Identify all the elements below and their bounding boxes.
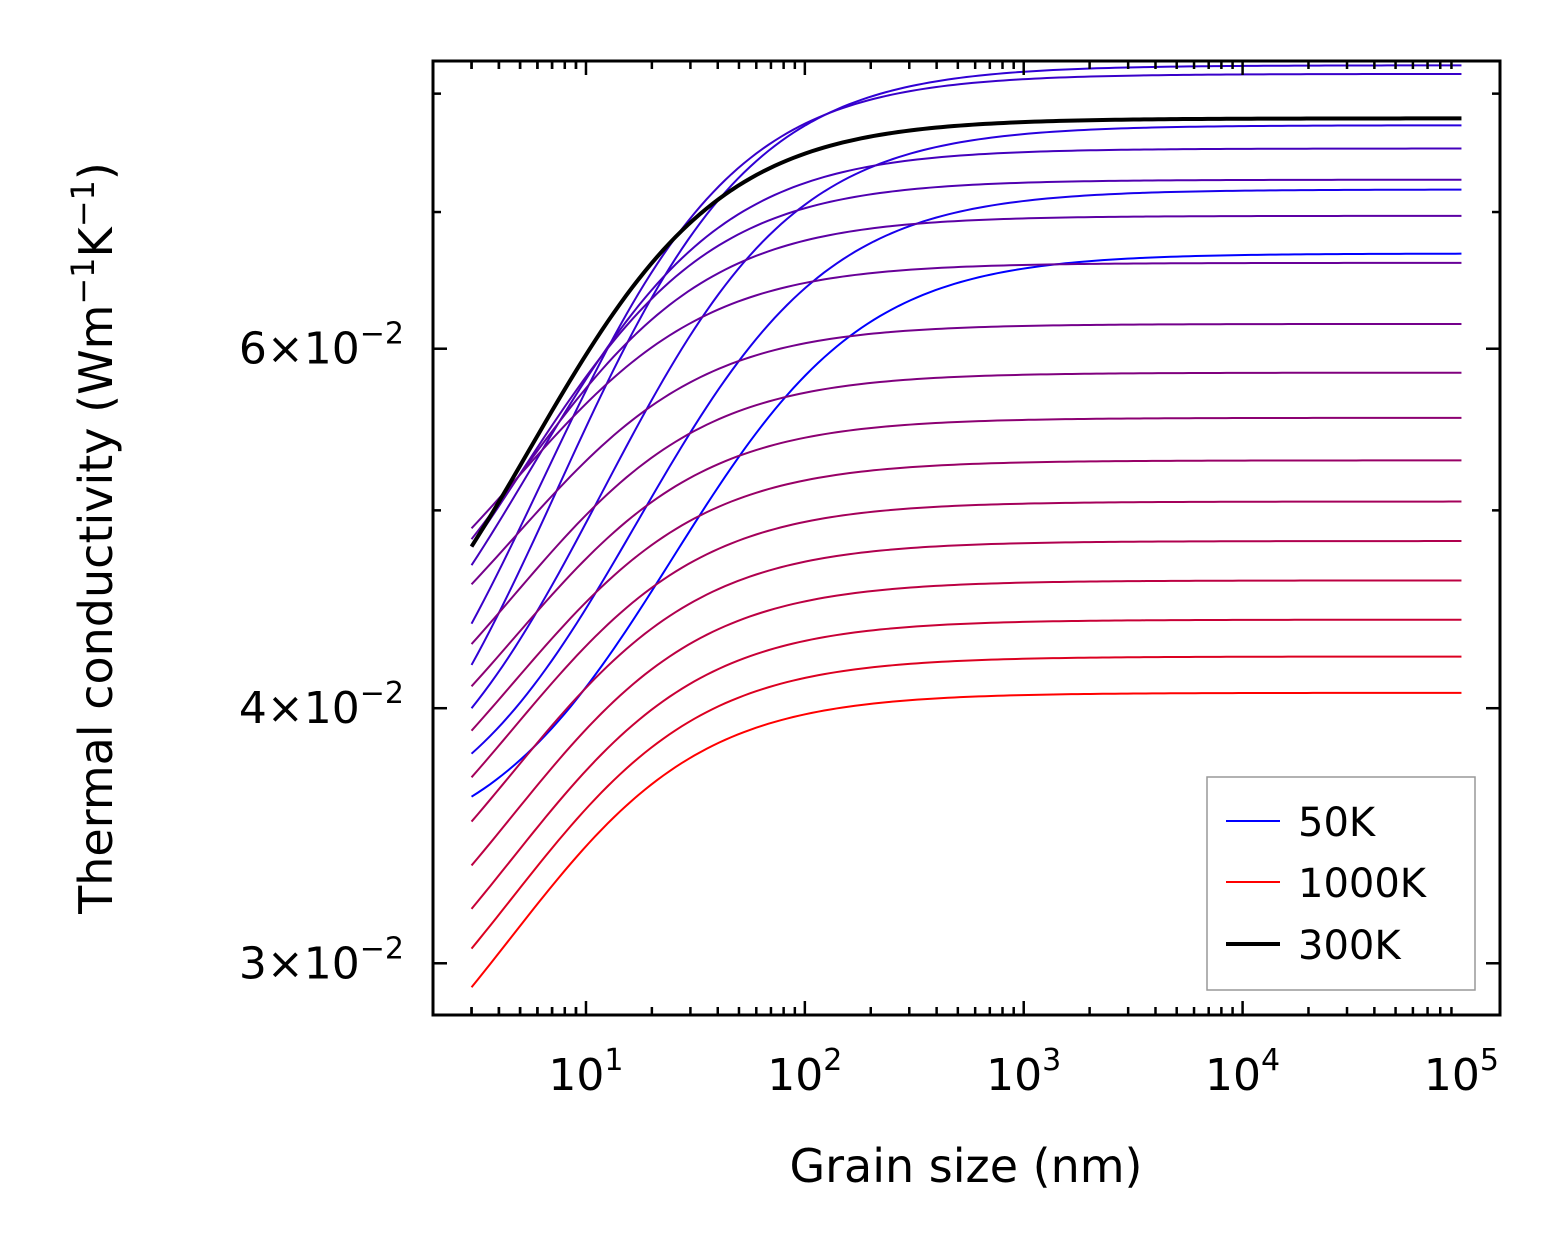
series-line-600k [470,371,1462,645]
series-line-400k [470,178,1462,548]
series-line-550k [470,322,1462,585]
series-line-300k [469,116,1462,548]
series-line-350k [470,147,1462,566]
series-line-200k [470,64,1462,666]
series-line-100k [470,188,1462,755]
series-line-1000k [470,691,1462,988]
y-tick-label-0.04: 4×10−2 [239,676,404,734]
x-tick-label-10000: 104 [1205,1043,1280,1101]
legend-box [1206,776,1476,991]
y-axis-label: Thermal conductivity (Wm−1K−1) [64,162,123,915]
y-tick-label-0.06: 6×10−2 [239,317,404,375]
series-line-50k [471,252,1462,798]
y-tick-labels: 3×10−2 4×10−2 6×10−2 [239,317,404,990]
x-tick-label-1000: 103 [986,1043,1061,1101]
series-line-650k [470,416,1462,687]
series-line-750k [470,500,1462,778]
x-tick-label-100000: 105 [1424,1043,1499,1101]
legend: 50K 1000K 300K [1206,776,1476,991]
x-tick-label-10: 101 [548,1043,623,1101]
series-line-450k [470,214,1462,540]
series-layer [469,64,1462,988]
x-axis-label: Grain size (nm) [790,1139,1143,1193]
x-tick-labels: 101 102 103 104 105 [548,1043,1499,1101]
legend-label-50k: 50K [1298,800,1377,846]
series-line-150k [470,124,1462,709]
series-line-850k [470,579,1462,867]
y-tick-label-0.03: 3×10−2 [239,931,404,989]
series-line-900k [470,618,1462,910]
legend-label-1000k: 1000K [1298,861,1428,907]
series-line-800k [470,540,1462,823]
series-line-700k [470,459,1462,732]
plot-frame [431,59,1502,1017]
series-line-250k [470,72,1462,625]
series-line-500k [470,261,1462,529]
legend-label-300k: 300K [1298,923,1402,969]
x-tick-label-100: 102 [767,1043,842,1101]
series-line-950k [470,655,1462,950]
